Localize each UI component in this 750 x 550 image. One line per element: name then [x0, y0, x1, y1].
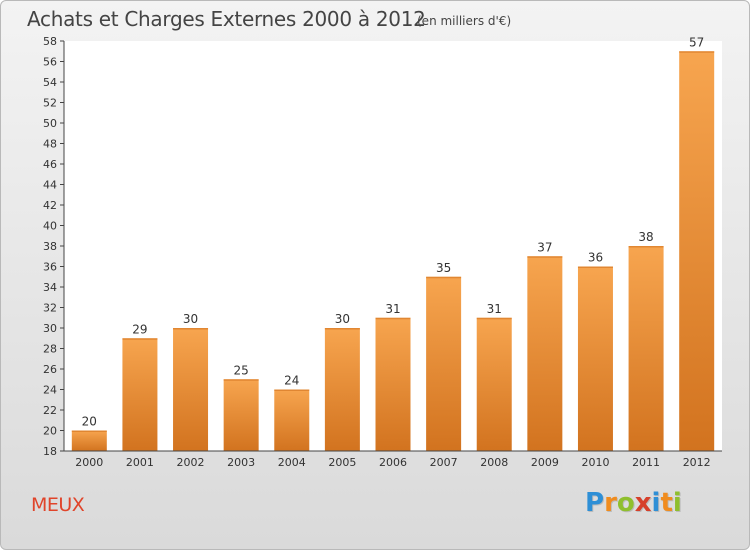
bar-2012 — [679, 51, 715, 451]
bar-value-label: 31 — [385, 302, 400, 316]
bar-top-edge — [375, 317, 411, 320]
y-tick-label: 24 — [43, 384, 57, 397]
bar-value-label: 24 — [284, 374, 299, 388]
bar-2009 — [527, 256, 563, 451]
bar-value-label: 30 — [335, 312, 350, 326]
y-tick-label: 48 — [43, 138, 57, 151]
y-tick-label: 38 — [43, 240, 57, 253]
bar-value-label: 29 — [132, 322, 147, 336]
chart-subtitle: (en milliers d'€) — [417, 14, 512, 28]
y-tick-label: 40 — [43, 220, 57, 233]
bar-top-edge — [628, 246, 664, 248]
y-tick-label: 46 — [43, 158, 57, 171]
bar-top-edge — [426, 276, 462, 279]
y-tick-label: 56 — [43, 56, 57, 69]
x-tick-label: 2000 — [75, 456, 103, 469]
bar-2001 — [122, 338, 158, 451]
x-tick-label: 2007 — [430, 456, 458, 469]
y-tick-label: 18 — [43, 445, 57, 458]
bar-value-label: 38 — [638, 230, 653, 244]
bar-2005 — [324, 328, 360, 451]
y-tick-label: 36 — [43, 261, 57, 274]
y-tick-label: 58 — [43, 35, 57, 48]
proxiti-logo[interactable]: Proxiti — [585, 488, 682, 518]
y-tick-label: 34 — [43, 281, 57, 294]
x-tick-label: 2011 — [632, 456, 660, 469]
bar-value-label: 35 — [436, 261, 451, 275]
bar-top-edge — [122, 338, 158, 340]
bar-top-edge — [476, 317, 512, 320]
bar-2007 — [426, 276, 462, 451]
x-tick-label: 2005 — [328, 456, 356, 469]
x-tick-label: 2004 — [278, 456, 306, 469]
bar-top-edge — [324, 328, 360, 330]
x-tick-label: 2012 — [683, 456, 711, 469]
bar-value-label: 36 — [588, 251, 603, 265]
bar-top-edge — [679, 51, 715, 53]
x-tick-label: 2001 — [126, 456, 154, 469]
bar-top-edge — [527, 256, 563, 258]
x-tick-label: 2010 — [581, 456, 609, 469]
x-tick-label: 2008 — [480, 456, 508, 469]
y-tick-label: 52 — [43, 97, 57, 110]
bar-top-edge — [71, 430, 107, 432]
y-tick-label: 26 — [43, 363, 57, 376]
bar-top-edge — [274, 389, 310, 391]
bar-2002 — [173, 328, 209, 451]
bar-value-label: 37 — [537, 240, 552, 254]
x-tick-label: 2009 — [531, 456, 559, 469]
y-tick-label: 54 — [43, 76, 57, 89]
y-tick-label: 44 — [43, 179, 57, 192]
bar-2010 — [577, 266, 613, 451]
commune-name: MEUX — [31, 494, 85, 516]
chart-title: Achats et Charges Externes 2000 à 2012 — [27, 7, 426, 31]
bar-value-label: 25 — [234, 363, 249, 377]
y-tick-label: 30 — [43, 322, 57, 335]
bar-2003 — [223, 379, 259, 451]
x-tick-label: 2003 — [227, 456, 255, 469]
bar-value-label: 20 — [82, 415, 97, 429]
bar-2008 — [476, 317, 512, 451]
y-tick-label: 50 — [43, 117, 57, 130]
x-tick-label: 2002 — [177, 456, 205, 469]
x-tick-label: 2006 — [379, 456, 407, 469]
y-tick-label: 22 — [43, 404, 57, 417]
y-tick-label: 20 — [43, 425, 57, 438]
bar-top-edge — [223, 379, 259, 381]
y-tick-label: 32 — [43, 302, 57, 315]
bar-top-edge — [173, 328, 209, 330]
bar-2006 — [375, 317, 411, 451]
bar-2000 — [71, 430, 107, 451]
bar-value-label: 31 — [487, 302, 502, 316]
bar-2011 — [628, 246, 664, 451]
bar-value-label: 30 — [183, 312, 198, 326]
y-tick-label: 42 — [43, 199, 57, 212]
bar-top-edge — [577, 266, 613, 268]
bar-value-label: 57 — [689, 35, 704, 49]
bar-2004 — [274, 389, 310, 451]
y-tick-label: 28 — [43, 343, 57, 356]
